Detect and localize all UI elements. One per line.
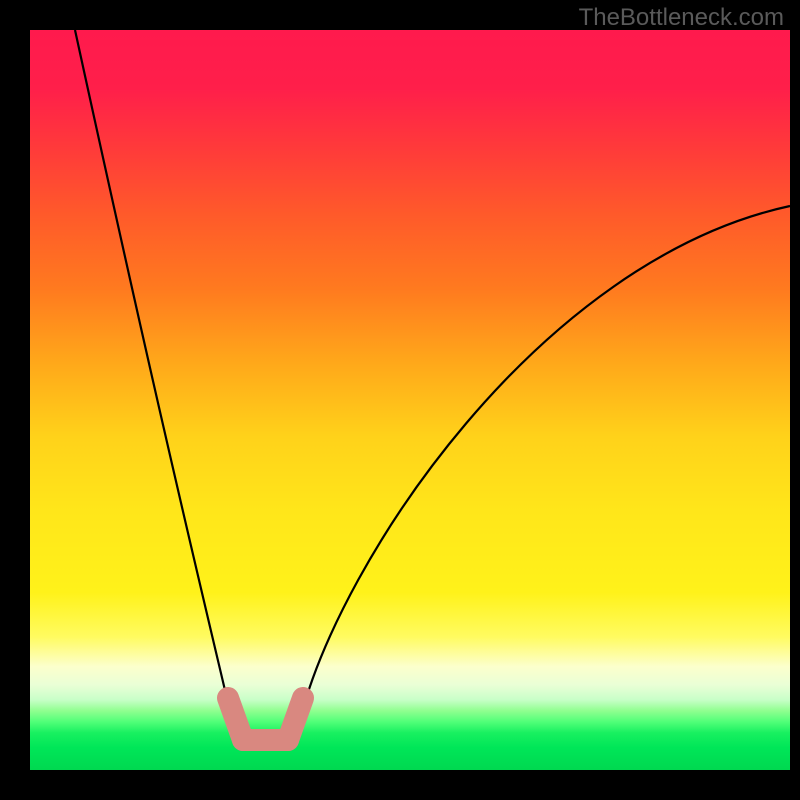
chart-canvas: TheBottleneck.com	[0, 0, 800, 800]
watermark-text: TheBottleneck.com	[579, 4, 784, 32]
plot-area	[30, 30, 790, 770]
